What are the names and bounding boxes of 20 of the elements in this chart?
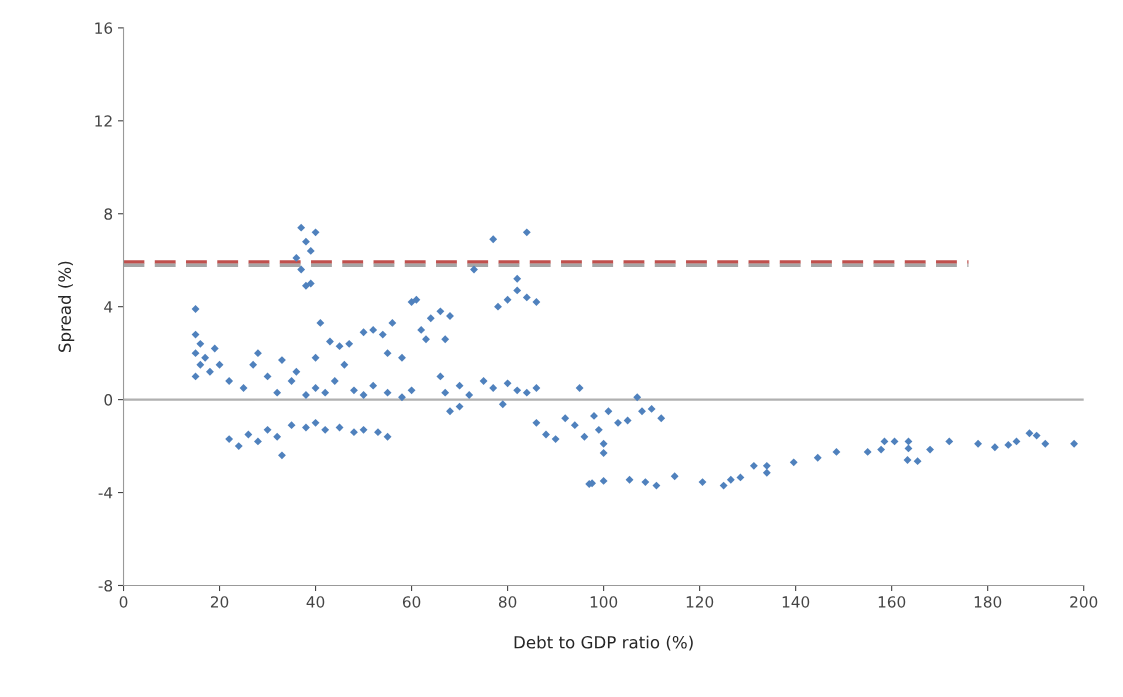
x-tick-label: 40 [306,596,325,608]
y-tick-label: 4 [104,301,113,313]
x-tick-label: 60 [402,596,421,608]
x-tick-label: 120 [686,596,714,608]
x-axis-title: Debt to GDP ratio (%) [514,635,693,651]
y-axis-title: Spread (%) [58,261,75,352]
y-tick-label: 12 [95,115,112,127]
x-tick-label: 80 [498,596,517,608]
x-tick-label: 180 [974,596,1002,608]
y-tick-label: 0 [104,394,113,406]
y-tick-label: -4 [98,487,113,499]
x-tick-label: 20 [210,596,229,608]
y-tick-label: 8 [104,208,113,220]
y-tick-label: 16 [95,22,113,34]
x-tick-label: 0 [119,596,128,608]
x-tick-label: 160 [878,596,906,608]
y-tick-label: -8 [98,579,113,592]
x-tick-label: 140 [782,596,810,608]
x-tick-label: 200 [1070,596,1098,608]
x-tick-label: 100 [590,596,618,608]
